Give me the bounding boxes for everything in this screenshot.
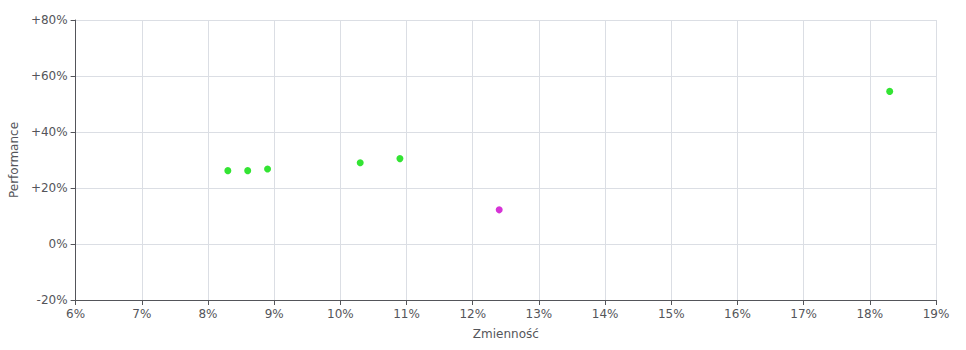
svg-text:10%: 10% xyxy=(327,307,354,321)
svg-text:+60%: +60% xyxy=(31,69,68,83)
svg-text:6%: 6% xyxy=(66,307,85,321)
svg-text:+20%: +20% xyxy=(31,181,68,195)
svg-text:18%: 18% xyxy=(856,307,883,321)
svg-text:9%: 9% xyxy=(265,307,284,321)
svg-text:+40%: +40% xyxy=(31,125,68,139)
svg-text:Zmienność: Zmienność xyxy=(473,327,539,341)
svg-text:15%: 15% xyxy=(658,307,685,321)
svg-text:7%: 7% xyxy=(132,307,151,321)
svg-text:14%: 14% xyxy=(592,307,619,321)
svg-text:16%: 16% xyxy=(724,307,751,321)
svg-text:17%: 17% xyxy=(790,307,817,321)
svg-text:12%: 12% xyxy=(459,307,486,321)
svg-text:13%: 13% xyxy=(526,307,553,321)
svg-text:11%: 11% xyxy=(393,307,420,321)
svg-text:Performance: Performance xyxy=(7,122,21,198)
svg-text:19%: 19% xyxy=(923,307,950,321)
svg-text:8%: 8% xyxy=(198,307,217,321)
svg-text:0%: 0% xyxy=(49,237,68,251)
svg-text:-20%: -20% xyxy=(37,293,68,307)
svg-text:+80%: +80% xyxy=(31,13,68,27)
